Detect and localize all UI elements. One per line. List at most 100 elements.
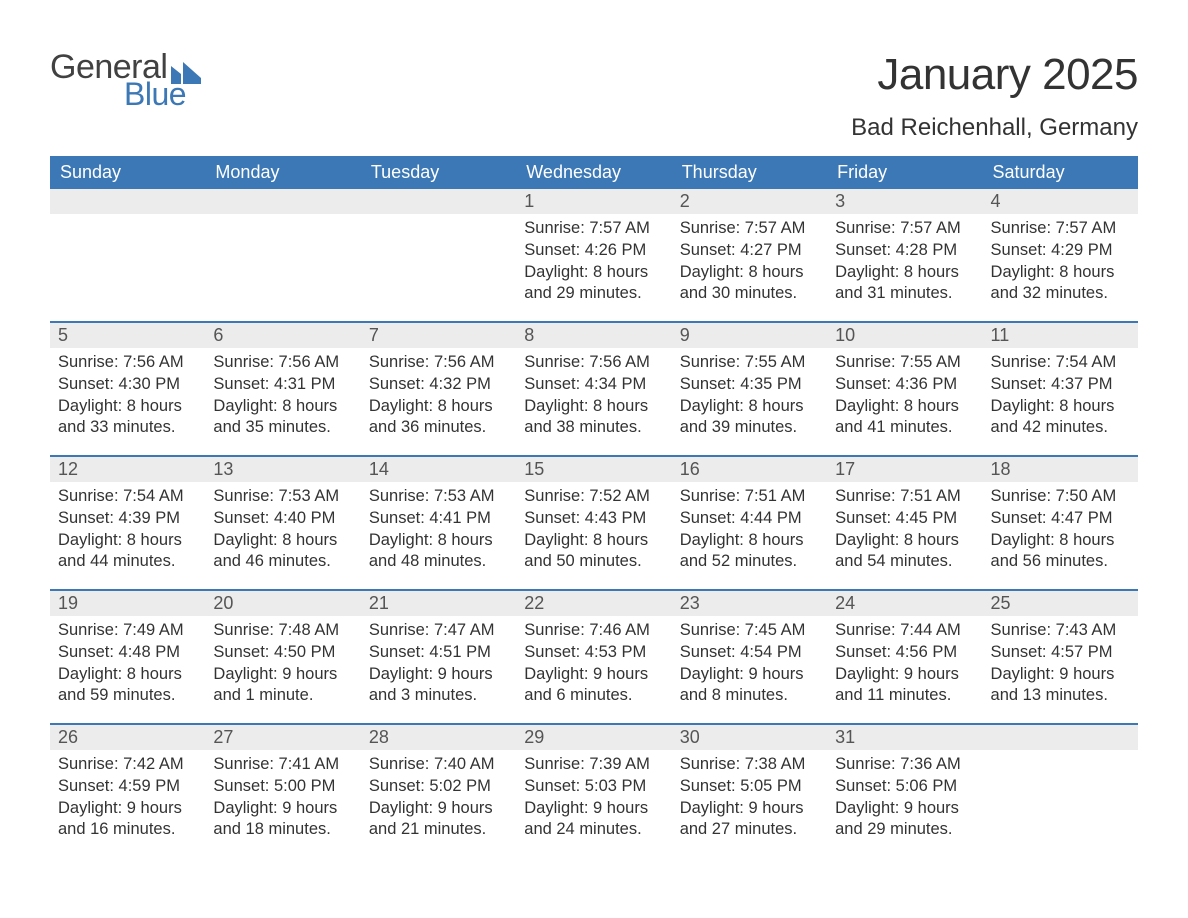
day-sunrise: Sunrise: 7:47 AM (369, 620, 508, 642)
day-dl2: and 27 minutes. (680, 819, 819, 841)
day-cell: Sunrise: 7:55 AMSunset: 4:36 PMDaylight:… (827, 348, 982, 456)
empty-cell (361, 214, 516, 322)
day-dl1: Daylight: 8 hours (991, 530, 1130, 552)
day-number: 23 (672, 591, 827, 616)
day-detail-row: Sunrise: 7:57 AMSunset: 4:26 PMDaylight:… (50, 214, 1138, 322)
day-number: 25 (983, 591, 1138, 616)
day-sunset: Sunset: 4:28 PM (835, 240, 974, 262)
day-detail-row: Sunrise: 7:56 AMSunset: 4:30 PMDaylight:… (50, 348, 1138, 456)
day-dl2: and 24 minutes. (524, 819, 663, 841)
day-sunset: Sunset: 4:34 PM (524, 374, 663, 396)
day-number: 22 (516, 591, 671, 616)
day-number: 24 (827, 591, 982, 616)
day-sunrise: Sunrise: 7:45 AM (680, 620, 819, 642)
day-dl1: Daylight: 8 hours (58, 396, 197, 418)
day-sunrise: Sunrise: 7:57 AM (680, 218, 819, 240)
day-sunrise: Sunrise: 7:41 AM (213, 754, 352, 776)
day-number: 9 (672, 323, 827, 348)
calendar-header-row: SundayMondayTuesdayWednesdayThursdayFrid… (50, 156, 1138, 189)
day-sunrise: Sunrise: 7:39 AM (524, 754, 663, 776)
day-dl1: Daylight: 8 hours (58, 664, 197, 686)
day-sunrise: Sunrise: 7:53 AM (369, 486, 508, 508)
day-dl2: and 21 minutes. (369, 819, 508, 841)
day-dl2: and 41 minutes. (835, 417, 974, 439)
day-dl2: and 36 minutes. (369, 417, 508, 439)
day-dl1: Daylight: 8 hours (835, 396, 974, 418)
day-cell: Sunrise: 7:50 AMSunset: 4:47 PMDaylight:… (983, 482, 1138, 590)
day-dl2: and 50 minutes. (524, 551, 663, 573)
day-header: Thursday (672, 156, 827, 189)
day-sunset: Sunset: 4:50 PM (213, 642, 352, 664)
day-cell: Sunrise: 7:57 AMSunset: 4:29 PMDaylight:… (983, 214, 1138, 322)
day-dl1: Daylight: 8 hours (835, 262, 974, 284)
day-cell: Sunrise: 7:57 AMSunset: 4:28 PMDaylight:… (827, 214, 982, 322)
day-number: 1 (516, 189, 671, 214)
day-number-row: 567891011 (50, 323, 1138, 348)
day-dl2: and 30 minutes. (680, 283, 819, 305)
day-sunset: Sunset: 5:06 PM (835, 776, 974, 798)
day-cell: Sunrise: 7:56 AMSunset: 4:32 PMDaylight:… (361, 348, 516, 456)
day-dl2: and 54 minutes. (835, 551, 974, 573)
header: General Blue January 2025 Bad Reichenhal… (50, 50, 1138, 142)
day-dl1: Daylight: 9 hours (58, 798, 197, 820)
day-sunset: Sunset: 4:48 PM (58, 642, 197, 664)
day-number: 11 (983, 323, 1138, 348)
day-detail-row: Sunrise: 7:54 AMSunset: 4:39 PMDaylight:… (50, 482, 1138, 590)
day-cell: Sunrise: 7:48 AMSunset: 4:50 PMDaylight:… (205, 616, 360, 724)
day-sunrise: Sunrise: 7:38 AM (680, 754, 819, 776)
day-sunrise: Sunrise: 7:56 AM (58, 352, 197, 374)
day-cell: Sunrise: 7:55 AMSunset: 4:35 PMDaylight:… (672, 348, 827, 456)
day-dl2: and 1 minute. (213, 685, 352, 707)
day-dl2: and 3 minutes. (369, 685, 508, 707)
day-sunset: Sunset: 4:32 PM (369, 374, 508, 396)
day-cell: Sunrise: 7:47 AMSunset: 4:51 PMDaylight:… (361, 616, 516, 724)
day-number: 19 (50, 591, 205, 616)
day-dl1: Daylight: 8 hours (991, 396, 1130, 418)
day-sunrise: Sunrise: 7:51 AM (835, 486, 974, 508)
day-number: 21 (361, 591, 516, 616)
empty-cell (205, 189, 360, 214)
day-sunrise: Sunrise: 7:40 AM (369, 754, 508, 776)
day-dl1: Daylight: 9 hours (369, 798, 508, 820)
day-sunset: Sunset: 4:40 PM (213, 508, 352, 530)
day-number: 20 (205, 591, 360, 616)
day-dl2: and 8 minutes. (680, 685, 819, 707)
title-block: January 2025 Bad Reichenhall, Germany (851, 50, 1138, 142)
day-dl2: and 11 minutes. (835, 685, 974, 707)
day-number: 15 (516, 457, 671, 482)
day-cell: Sunrise: 7:43 AMSunset: 4:57 PMDaylight:… (983, 616, 1138, 724)
day-sunset: Sunset: 4:47 PM (991, 508, 1130, 530)
day-sunrise: Sunrise: 7:52 AM (524, 486, 663, 508)
day-sunset: Sunset: 4:56 PM (835, 642, 974, 664)
day-dl1: Daylight: 8 hours (524, 396, 663, 418)
day-sunrise: Sunrise: 7:36 AM (835, 754, 974, 776)
location: Bad Reichenhall, Germany (851, 114, 1138, 142)
day-dl2: and 46 minutes. (213, 551, 352, 573)
day-cell: Sunrise: 7:41 AMSunset: 5:00 PMDaylight:… (205, 750, 360, 858)
day-cell: Sunrise: 7:42 AMSunset: 4:59 PMDaylight:… (50, 750, 205, 858)
day-cell: Sunrise: 7:39 AMSunset: 5:03 PMDaylight:… (516, 750, 671, 858)
day-cell: Sunrise: 7:40 AMSunset: 5:02 PMDaylight:… (361, 750, 516, 858)
day-number: 28 (361, 725, 516, 750)
day-dl2: and 16 minutes. (58, 819, 197, 841)
day-dl2: and 35 minutes. (213, 417, 352, 439)
day-sunrise: Sunrise: 7:50 AM (991, 486, 1130, 508)
day-dl1: Daylight: 9 hours (213, 664, 352, 686)
day-sunrise: Sunrise: 7:44 AM (835, 620, 974, 642)
day-dl2: and 18 minutes. (213, 819, 352, 841)
day-header: Sunday (50, 156, 205, 189)
day-sunrise: Sunrise: 7:54 AM (991, 352, 1130, 374)
day-sunset: Sunset: 4:31 PM (213, 374, 352, 396)
day-dl1: Daylight: 8 hours (213, 530, 352, 552)
day-header: Monday (205, 156, 360, 189)
day-dl2: and 38 minutes. (524, 417, 663, 439)
day-cell: Sunrise: 7:51 AMSunset: 4:44 PMDaylight:… (672, 482, 827, 590)
day-number: 13 (205, 457, 360, 482)
day-number: 5 (50, 323, 205, 348)
day-dl2: and 42 minutes. (991, 417, 1130, 439)
day-sunrise: Sunrise: 7:56 AM (213, 352, 352, 374)
day-sunset: Sunset: 4:51 PM (369, 642, 508, 664)
day-sunset: Sunset: 5:03 PM (524, 776, 663, 798)
day-sunrise: Sunrise: 7:48 AM (213, 620, 352, 642)
day-dl1: Daylight: 8 hours (369, 396, 508, 418)
